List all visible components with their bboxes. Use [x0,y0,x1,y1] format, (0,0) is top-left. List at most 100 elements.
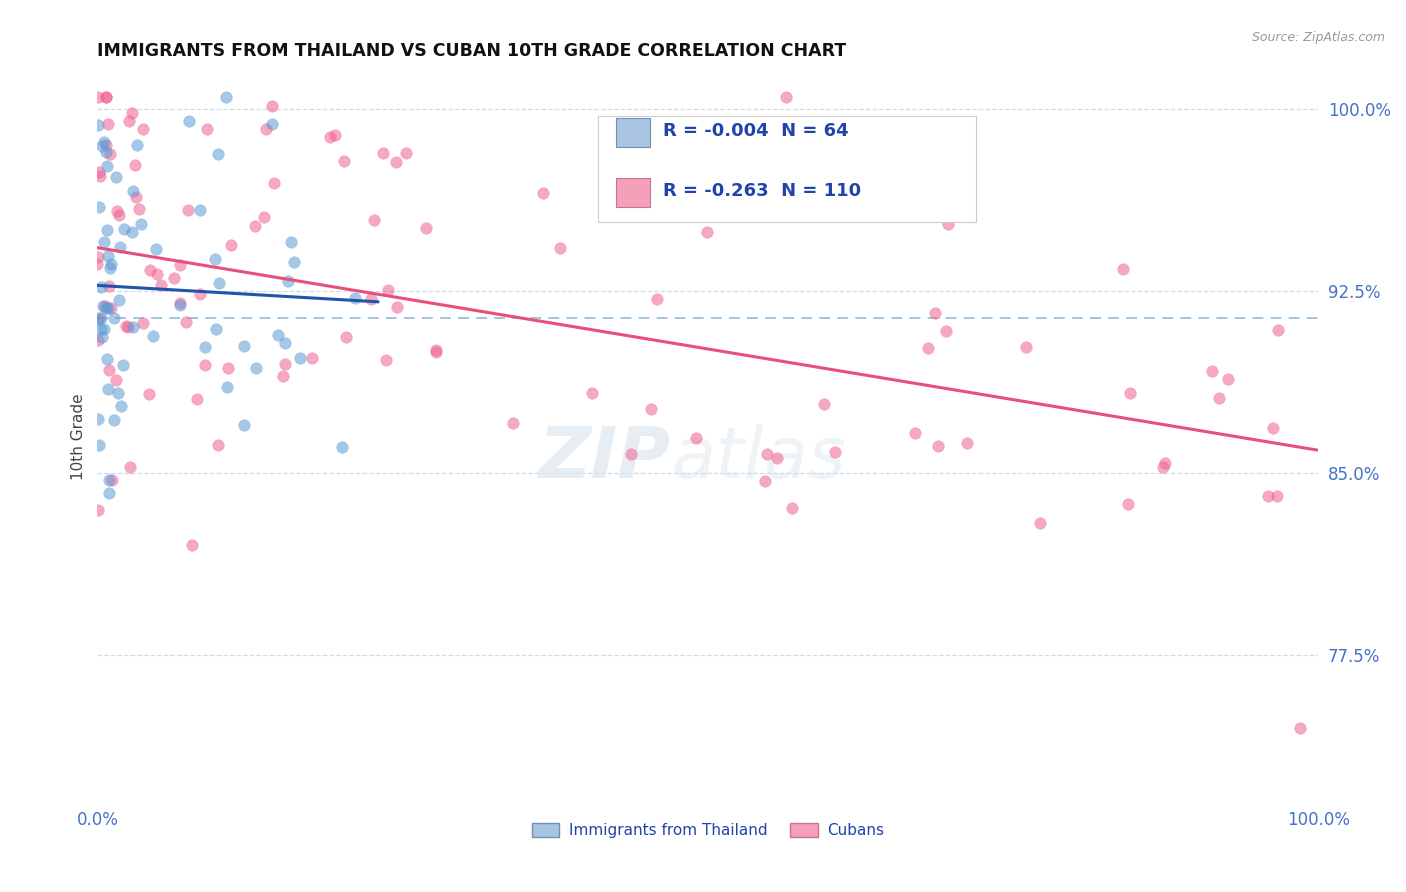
Point [531,186,554,200]
Point [217,380,239,394]
FancyBboxPatch shape [598,116,976,222]
Point [1289,721,1312,735]
Point [280,235,302,249]
Text: R = -0.263  N = 110: R = -0.263 N = 110 [662,182,860,200]
Point [87,333,110,347]
Point [956,435,979,450]
Point [581,385,603,400]
Point [330,441,353,455]
Point [90,280,112,294]
Point [107,385,129,400]
Point [90,330,112,344]
Legend: Immigrants from Thailand, Cubans: Immigrants from Thailand, Cubans [526,816,890,844]
Point [343,291,366,305]
Point [927,439,949,453]
Point [94,301,117,315]
Point [117,319,139,334]
Text: IMMIGRANTS FROM THAILAND VS CUBAN 10TH GRADE CORRELATION CHART: IMMIGRANTS FROM THAILAND VS CUBAN 10TH G… [97,42,846,60]
Point [90,310,112,325]
Point [149,277,172,292]
Point [245,361,267,376]
Point [110,399,132,413]
Point [1216,372,1239,386]
Point [177,202,200,217]
FancyBboxPatch shape [616,178,651,207]
Point [215,89,238,103]
Point [94,300,117,314]
Point [1208,391,1230,405]
Point [880,195,903,210]
Point [194,359,217,373]
Point [371,146,394,161]
Point [98,260,121,275]
Point [1015,340,1038,354]
Point [1201,364,1223,378]
Point [122,184,145,198]
Point [90,322,112,336]
Point [219,238,242,252]
Point [181,538,204,552]
Point [260,99,283,113]
Point [138,387,160,401]
Point [253,211,276,225]
Point [217,360,239,375]
Point [91,299,114,313]
Point [108,240,131,254]
Point [121,320,143,334]
Point [415,220,437,235]
Point [98,473,121,487]
Point [385,300,408,314]
Point [100,474,122,488]
Point [243,219,266,233]
Point [87,437,110,451]
Point [169,296,191,310]
Point [262,118,284,132]
Point [174,315,197,329]
Point [207,438,229,452]
Point [685,431,707,445]
Point [1263,421,1285,435]
Point [162,271,184,285]
Point [94,137,117,152]
Point [98,363,121,377]
Point [263,176,285,190]
Point [89,165,111,179]
Point [232,339,254,353]
Point [904,425,927,440]
Point [550,240,572,254]
Point [132,316,155,330]
Point [100,258,122,272]
Text: ZIP: ZIP [538,424,671,493]
Point [205,321,228,335]
Point [96,301,118,316]
Point [208,277,231,291]
Point [87,118,110,132]
Point [129,217,152,231]
Point [91,138,114,153]
Point [824,445,846,459]
Point [128,202,150,216]
Point [273,336,295,351]
Point [917,342,939,356]
Point [124,158,146,172]
Y-axis label: 10th Grade: 10th Grade [72,393,86,480]
Point [96,89,118,103]
Point [267,327,290,342]
Point [813,397,835,411]
Point [274,357,297,371]
Point [620,448,643,462]
Point [283,254,305,268]
Point [107,293,129,307]
Point [277,274,299,288]
Point [775,89,797,103]
Point [301,351,323,365]
Point [145,242,167,256]
Point [169,297,191,311]
Point [121,225,143,239]
Point [97,249,120,263]
Point [395,145,418,160]
Point [86,257,108,271]
Point [335,329,357,343]
Point [87,411,110,425]
Point [425,344,447,359]
